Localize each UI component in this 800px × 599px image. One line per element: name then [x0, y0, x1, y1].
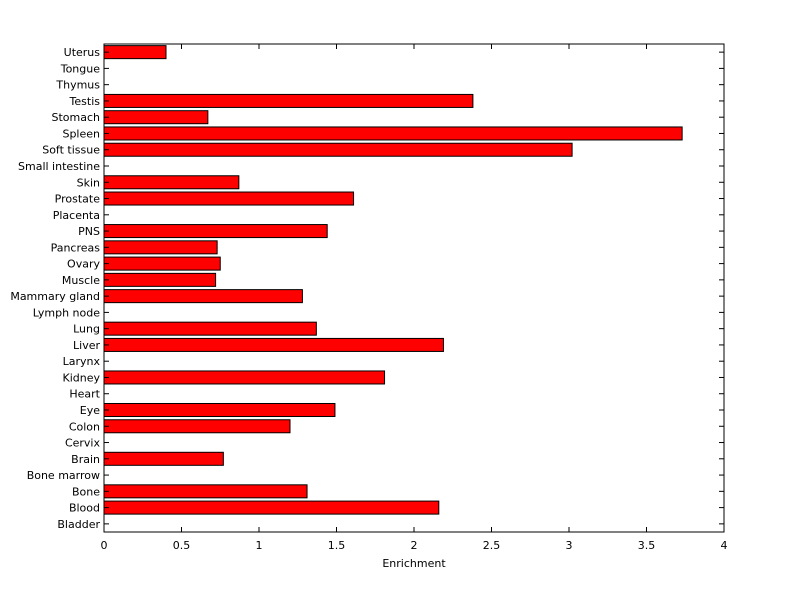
y-tick-label: Lung — [73, 323, 100, 336]
bar-brain — [103, 451, 224, 466]
y-tick-label: Small intestine — [18, 160, 100, 173]
y-tick-label: Kidney — [62, 371, 100, 384]
x-tick-label: 4 — [721, 539, 728, 552]
y-tick-label: Cervix — [65, 437, 101, 450]
x-tick-label: 1 — [256, 539, 263, 552]
y-tick-label: Ovary — [67, 258, 100, 271]
x-tick-label: 2.5 — [483, 539, 501, 552]
x-tick-label: 2 — [411, 539, 418, 552]
bar-colon — [103, 419, 291, 434]
bar-kidney — [103, 370, 386, 385]
bar-mammary-gland — [103, 289, 303, 304]
bar-pancreas — [103, 240, 218, 255]
y-tick-label: Heart — [69, 388, 100, 401]
y-tick-label: PNS — [78, 225, 100, 238]
y-tick-label: Muscle — [62, 274, 100, 287]
bar-skin — [103, 175, 240, 190]
x-tick-label: 0.5 — [173, 539, 191, 552]
bar-soft-tissue — [103, 142, 573, 157]
bar-stomach — [103, 110, 209, 125]
y-tick-label: Spleen — [62, 127, 100, 140]
bar-bone — [103, 484, 308, 499]
y-tick-label: Uterus — [64, 46, 101, 59]
y-tick-label: Prostate — [55, 193, 101, 206]
y-tick-label: Thymus — [55, 79, 100, 92]
x-axis-title: Enrichment — [382, 557, 446, 570]
bar-pns — [103, 224, 328, 239]
bar-lung — [103, 321, 317, 336]
y-tick-label: Tongue — [60, 62, 101, 75]
y-tick-label: Colon — [69, 420, 100, 433]
bar-eye — [103, 402, 336, 418]
x-tick-label: 3 — [566, 539, 573, 552]
x-tick-label: 3.5 — [638, 539, 656, 552]
bar-ovary — [103, 256, 221, 271]
x-axis-ticks: 0 0.5 1 1.5 2 2.5 3 3.5 4 — [101, 44, 728, 552]
bar-uterus — [103, 45, 167, 60]
y-tick-label: Mammary gland — [10, 290, 100, 303]
y-tick-label: Bladder — [57, 518, 100, 531]
y-tick-label: Lymph node — [33, 306, 100, 319]
y-tick-label: Placenta — [53, 209, 100, 222]
y-tick-label: Soft tissue — [42, 144, 100, 157]
y-tick-label: Skin — [77, 176, 100, 189]
x-tick-label: 0 — [101, 539, 108, 552]
y-tick-label: Liver — [73, 339, 100, 352]
y-tick-label: Blood — [69, 502, 100, 515]
y-tick-label: Brain — [71, 453, 100, 466]
bar-liver — [103, 337, 444, 352]
bar-prostate — [103, 191, 355, 206]
bar-spleen — [103, 126, 683, 141]
y-tick-label: Larynx — [63, 355, 101, 368]
bar-blood — [103, 500, 440, 515]
y-tick-label: Eye — [80, 404, 100, 417]
y-tick-label: Bone marrow — [27, 469, 100, 482]
y-tick-label: Stomach — [51, 111, 100, 124]
y-axis-ticks: Uterus Tongue Thymus Testis Stomach Spleen Sof… — [10, 46, 724, 531]
x-tick-label: 1.5 — [328, 539, 346, 552]
bar-testis — [103, 93, 474, 108]
bar-muscle — [103, 272, 217, 287]
y-tick-label: Testis — [69, 95, 101, 108]
y-tick-label: Pancreas — [51, 241, 101, 254]
y-tick-label: Bone — [72, 485, 100, 498]
